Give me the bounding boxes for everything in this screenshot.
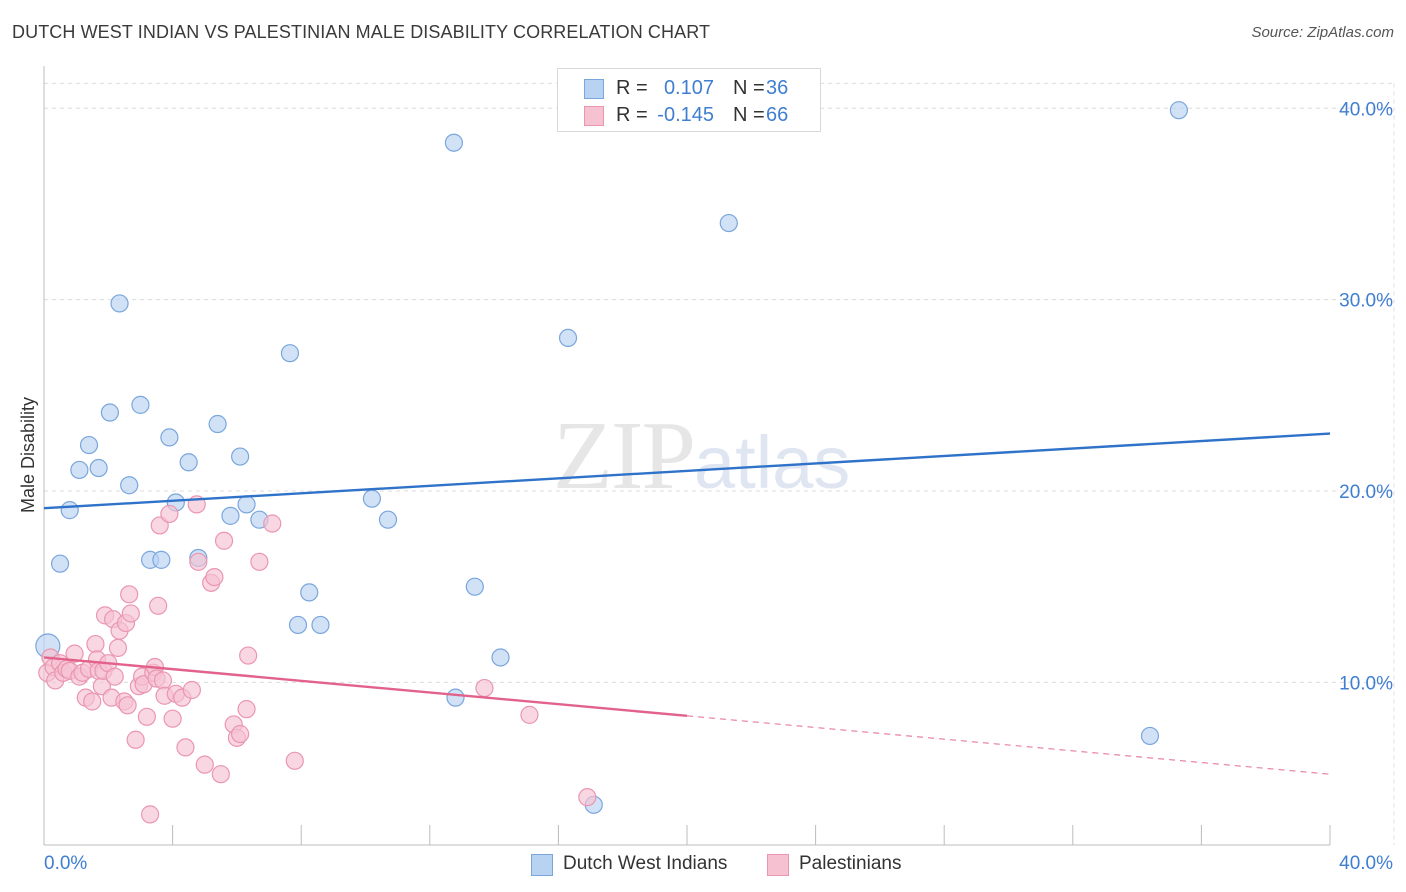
chart-title: DUTCH WEST INDIAN VS PALESTINIAN MALE DI… <box>12 22 711 42</box>
y-tick-label: 10.0% <box>1339 673 1393 694</box>
dutch-west-indian-point <box>70 460 89 480</box>
y-axis-title: Male Disability <box>18 397 38 513</box>
dutch-west-indian-point <box>120 476 139 495</box>
legend-r-label: R = <box>616 104 648 126</box>
dutch-west-indian-point <box>152 550 171 569</box>
legend-r-value: 0.107 <box>663 77 714 99</box>
legend-n-label: N = <box>733 104 765 126</box>
series-legend-label: Palestinians <box>799 853 902 874</box>
y-tick-label: 30.0% <box>1339 291 1393 312</box>
dutch-west-indian-point <box>719 213 738 233</box>
dutch-west-indian-point <box>444 133 464 152</box>
dutch-west-indian-point <box>300 583 319 602</box>
dutch-west-indian-point <box>100 403 120 422</box>
y-tick-label: 40.0% <box>1339 99 1393 120</box>
series-swatch-blue <box>531 854 553 876</box>
palestinian-point <box>237 700 256 719</box>
palestinian-point <box>195 755 214 774</box>
palestinian-point <box>189 552 208 571</box>
dutch-west-indian-point <box>131 395 150 414</box>
dutch-west-indian-point <box>446 688 465 707</box>
dutch-west-indian-point <box>280 344 300 363</box>
palestinian-point <box>83 692 102 711</box>
legend-row-dutch-west-indians: R = 0.107 N = 36 <box>558 74 820 100</box>
dutch-west-indian-point <box>237 495 256 514</box>
palestinian-point <box>250 552 269 571</box>
dutch-west-indian-point <box>110 294 129 313</box>
dutch-west-indian-point <box>1169 101 1188 120</box>
palestinian-point <box>126 730 145 749</box>
palestinian-point <box>285 751 304 770</box>
series-swatch-pink <box>767 854 789 876</box>
dutch-west-indian-point <box>378 510 398 529</box>
palestinian-point <box>205 567 224 587</box>
palestinian-point <box>120 585 139 604</box>
legend-n-value: 66 <box>766 104 789 126</box>
palestinian-point <box>475 678 494 698</box>
palestinian-point <box>86 634 105 654</box>
legend-swatch-blue <box>584 79 604 99</box>
dutch-west-indian-point <box>60 501 79 520</box>
palestinian-point <box>182 680 201 700</box>
legend-r-label: R = <box>616 77 648 99</box>
palestinian-point <box>176 738 195 757</box>
legend-r-value: -0.145 <box>657 104 714 126</box>
legend-n-value: 36 <box>766 77 789 99</box>
legend-row-palestinians: R = -0.145 N = 66 <box>558 101 820 127</box>
palestinian-point <box>231 724 250 744</box>
palestinian-point <box>263 514 282 533</box>
dutch-west-indian-point <box>221 506 240 525</box>
dutch-west-indian-point <box>558 328 578 348</box>
y-tick-label: 20.0% <box>1339 482 1393 503</box>
dutch-west-indian-point <box>79 435 99 455</box>
series-legend-label: Dutch West Indians <box>563 853 728 874</box>
source-label: Source: ZipAtlas.com <box>1251 24 1394 41</box>
dutch-west-indian-point <box>465 577 484 596</box>
dutch-west-indian-point <box>231 447 250 466</box>
dutch-west-indian-point <box>89 458 108 478</box>
x-tick-label: 40.0% <box>1339 853 1393 874</box>
palestinian-point <box>578 788 597 807</box>
palestinian-point <box>118 696 137 715</box>
correlation-legend: R = 0.107 N = 36 R = -0.145 N = 66 <box>557 68 821 132</box>
palestinian-point <box>121 604 140 623</box>
legend-n-label: N = <box>733 77 765 99</box>
palestinian-point <box>160 504 179 524</box>
palestinian-point <box>149 596 168 615</box>
palestinian-point <box>520 705 539 724</box>
dutch-west-indian-point <box>50 554 70 573</box>
trend-line-solid-1 <box>43 656 688 718</box>
legend-swatch-pink <box>584 106 604 126</box>
trend-line-0 <box>43 432 1331 510</box>
palestinian-point <box>65 644 84 663</box>
dutch-west-indian-point <box>1140 726 1160 746</box>
dutch-west-indian-point <box>160 428 179 447</box>
dutch-west-indian-point <box>179 453 198 472</box>
palestinian-point <box>108 638 128 658</box>
dutch-west-indian-point <box>491 648 510 667</box>
palestinian-point <box>137 707 156 726</box>
palestinian-point <box>153 671 173 690</box>
palestinian-point <box>105 667 124 686</box>
dutch-west-indian-point <box>208 414 227 434</box>
dutch-west-indian-point <box>288 615 308 635</box>
palestinian-point <box>214 531 234 550</box>
dutch-west-indian-point <box>362 489 382 508</box>
palestinian-point <box>163 709 182 728</box>
dutch-west-indian-point <box>311 615 330 635</box>
palestinian-point <box>239 646 258 665</box>
palestinian-point <box>211 765 230 784</box>
x-tick-label: 0.0% <box>44 853 87 874</box>
trend-line-dashed-1 <box>686 715 1331 775</box>
series-legend: Dutch West Indians Palestinians <box>0 852 1406 878</box>
watermark-zip: ZIP <box>553 402 696 510</box>
palestinian-point <box>140 805 160 824</box>
